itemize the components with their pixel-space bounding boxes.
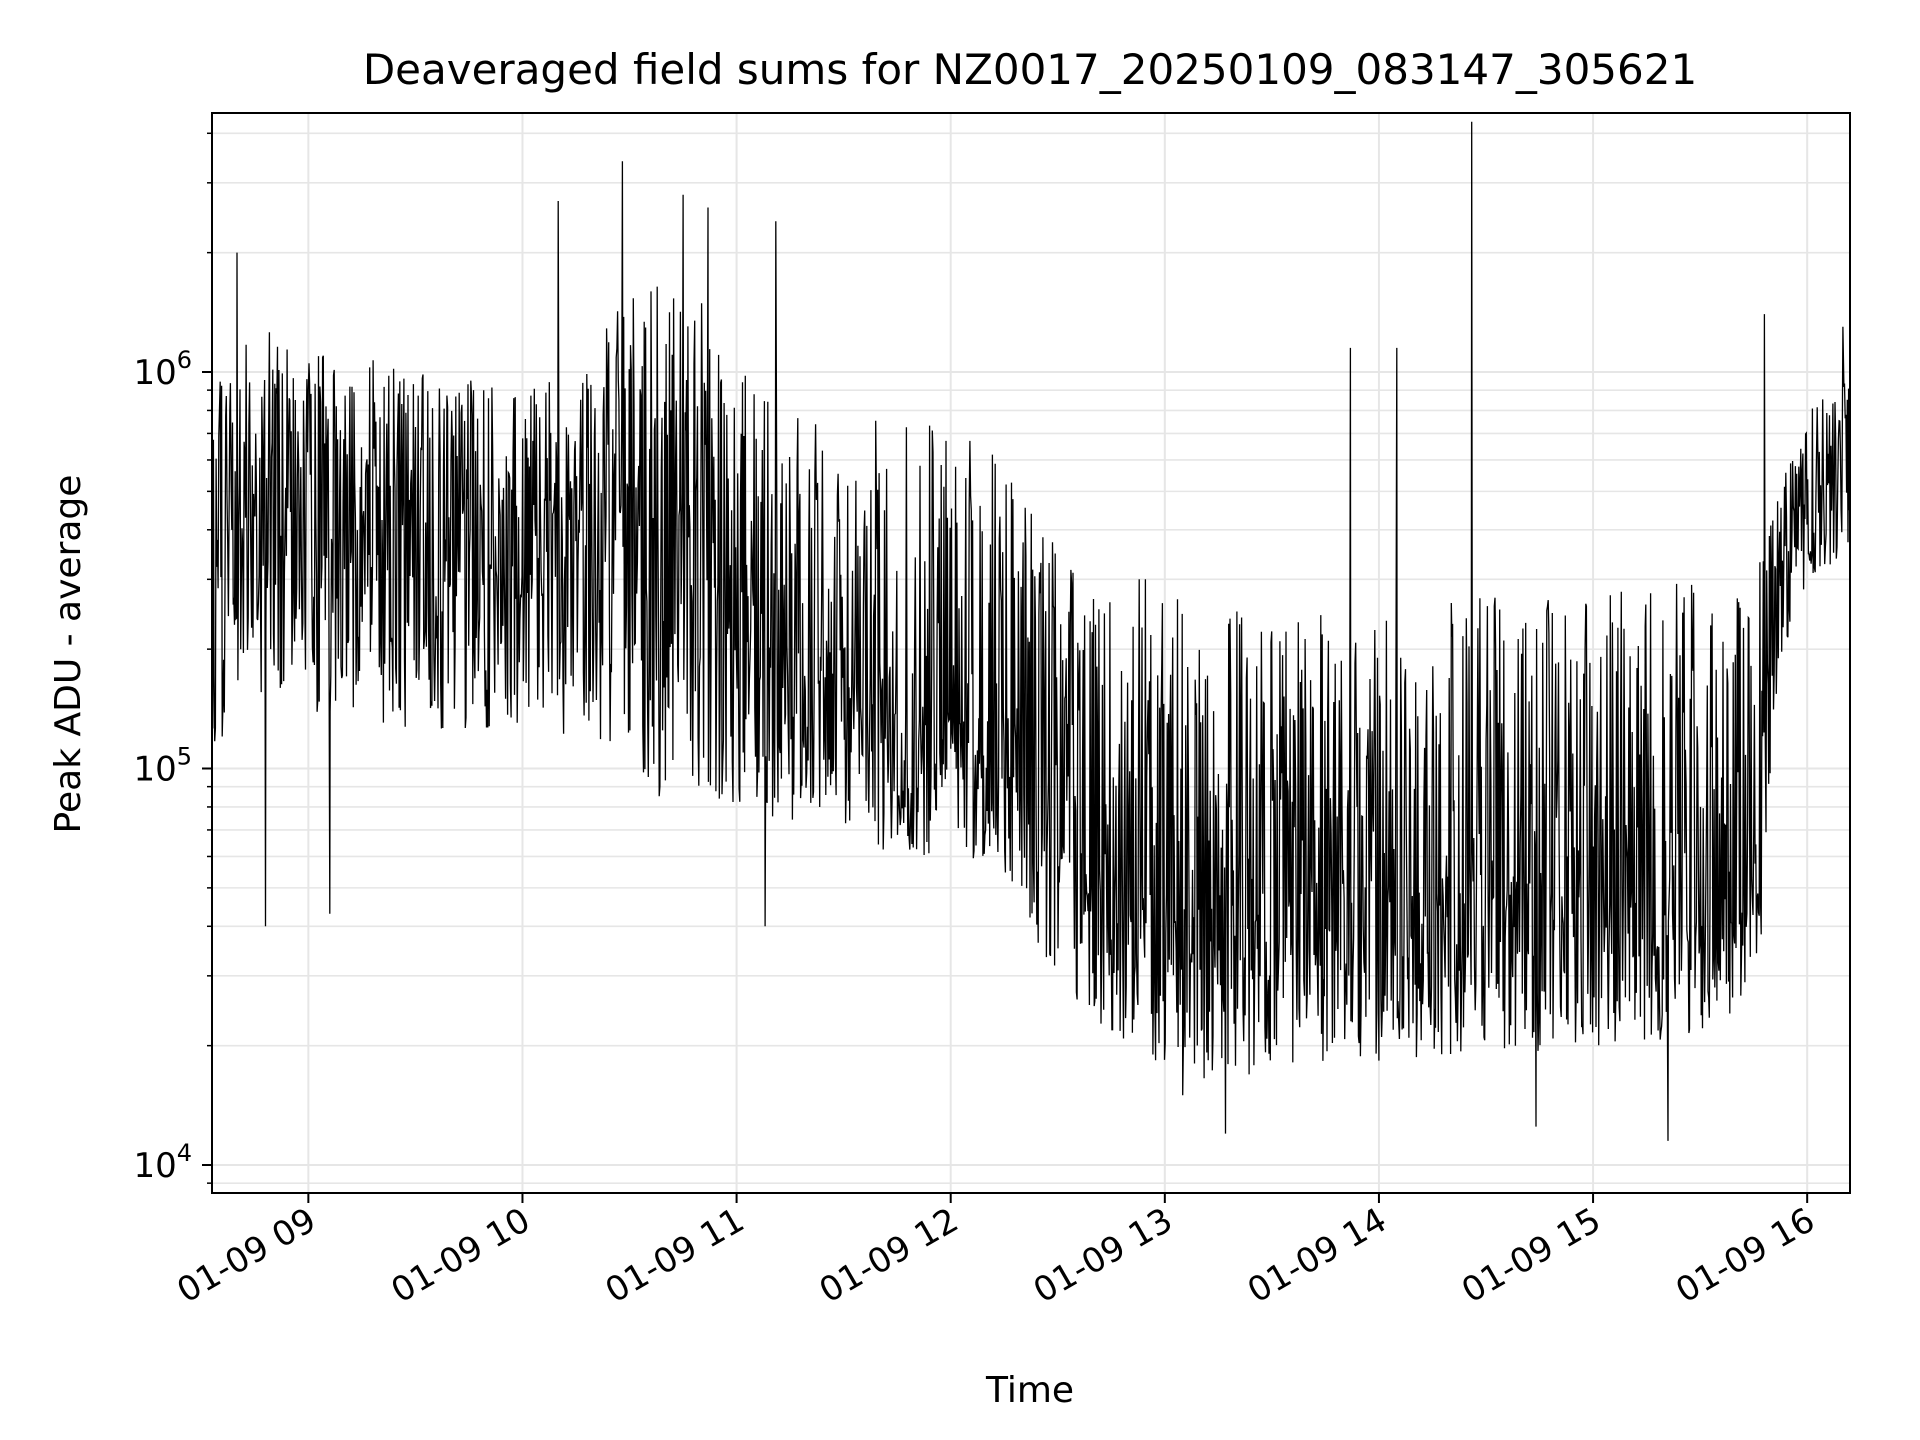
y-tick-label: 106	[133, 346, 192, 393]
y-tick-label-exponent: 5	[177, 743, 192, 771]
chart-title: Deaveraged field sums for NZ0017_2025010…	[363, 45, 1697, 94]
y-axis-label: Peak ADU - average	[48, 475, 89, 834]
y-tick-label: 105	[133, 743, 192, 790]
y-tick-label: 104	[133, 1139, 192, 1186]
y-tick-label-base: 10	[133, 353, 176, 393]
axes-frame	[211, 112, 1851, 1194]
y-tick-label-base: 10	[133, 750, 176, 790]
x-axis-label: Time	[985, 1370, 1074, 1411]
y-tick-label-exponent: 6	[177, 346, 192, 374]
series-layer	[212, 121, 1850, 1141]
y-tick-label-base: 10	[133, 1146, 176, 1186]
y-tick-label-exponent: 4	[177, 1139, 192, 1167]
data-series-line	[212, 121, 1850, 1141]
